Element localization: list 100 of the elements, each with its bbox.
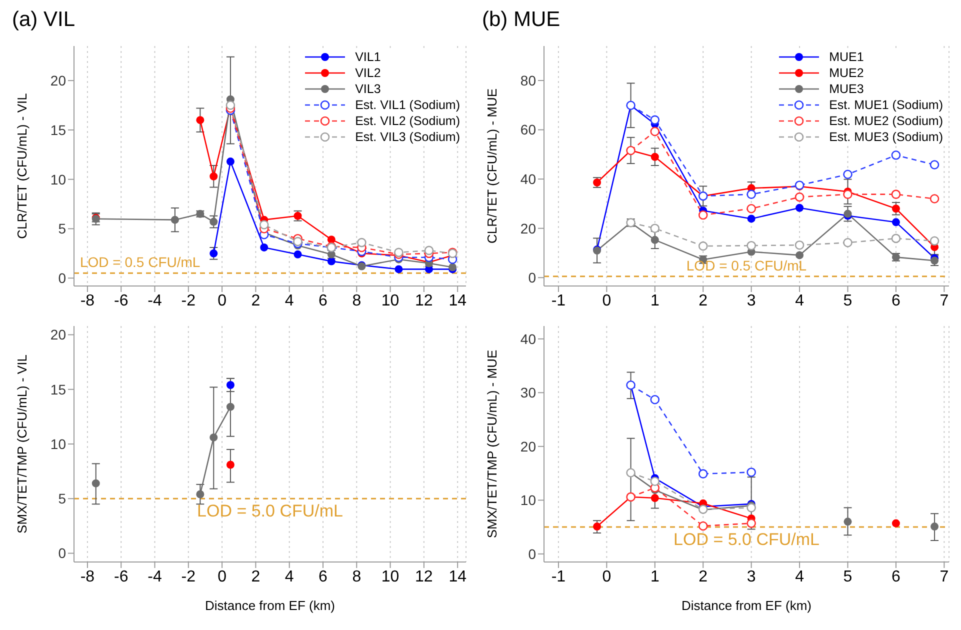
x-tick-label: 0	[218, 568, 227, 586]
y-tick-label: 20	[520, 220, 536, 236]
y-axis-title: CLR/TET (CFU/mL) - VIL	[14, 93, 30, 239]
point	[226, 100, 236, 110]
y-tick-label: 15	[50, 122, 66, 138]
y-tick-label: 10	[50, 171, 66, 188]
point	[796, 251, 804, 260]
chart-title: (b) MUE	[481, 8, 562, 33]
point	[210, 172, 218, 180]
point	[698, 241, 708, 251]
x-tick-label: 14	[448, 568, 467, 586]
y-tick-label: 0	[528, 546, 536, 562]
x-tick-label: 10	[381, 292, 400, 310]
legend-label: Est. MUE2 (Sodium)	[829, 114, 943, 128]
y-tick-label: 40	[520, 171, 536, 188]
y-tick-label: 20	[50, 72, 66, 89]
point	[746, 240, 756, 250]
y-tick-label: 5	[58, 220, 66, 237]
point	[794, 192, 804, 202]
y-tick-label: 5	[58, 490, 66, 507]
point	[843, 170, 852, 180]
legend-label: MUE3	[829, 82, 864, 96]
point	[394, 265, 403, 274]
point	[930, 160, 940, 170]
y-tick-label: 0	[58, 545, 66, 562]
y-tick-label: 80	[520, 72, 536, 88]
point	[226, 402, 234, 411]
point	[210, 433, 218, 442]
point	[794, 240, 804, 250]
legend-label: MUE2	[829, 66, 864, 80]
x-tick-label: -4	[148, 292, 162, 310]
x-tick-label: 5	[843, 292, 852, 310]
y-axis-title: SMX/TET/TMP (CFU/mL) - MUE	[484, 350, 500, 538]
x-tick-label: 10	[381, 568, 400, 586]
point	[891, 190, 901, 199]
point	[92, 479, 100, 488]
point	[294, 250, 302, 258]
ref-line-label: LOD = 5.0 CFU/mL	[674, 530, 820, 550]
x-tick-label: 1	[650, 292, 660, 310]
legend-label: VIL2	[355, 66, 381, 80]
legend-label: Est. VIL2 (Sodium)	[355, 114, 460, 128]
x-axis-title: Distance from EF (km)	[204, 598, 336, 613]
x-tick-label: 4	[795, 568, 804, 586]
point	[843, 238, 852, 248]
ref-line-label: LOD = 5.0 CFU/mL	[197, 502, 343, 521]
point	[747, 214, 756, 223]
legend-label: VIL1	[355, 50, 381, 64]
point	[196, 490, 204, 498]
y-tick-label: 0	[528, 270, 536, 286]
x-tick-label: -2	[181, 568, 196, 586]
point	[746, 190, 756, 199]
legend-label: Est. VIL1 (Sodium)	[355, 98, 460, 112]
point	[746, 204, 756, 214]
point	[796, 204, 804, 212]
x-tick-label: -1	[551, 292, 566, 310]
point	[650, 152, 659, 161]
point	[930, 236, 940, 246]
point	[844, 518, 852, 526]
point	[746, 468, 756, 477]
x-tick-label: 3	[746, 292, 756, 310]
point	[424, 246, 434, 256]
x-tick-label: 8	[352, 292, 362, 310]
x-tick-label: 7	[940, 568, 949, 586]
point	[650, 115, 660, 125]
y-tick-label: 40	[520, 330, 536, 347]
chart-title: (a) VIL	[11, 8, 76, 33]
point	[196, 116, 204, 124]
x-tick-label: 12	[415, 292, 433, 310]
point	[650, 395, 660, 404]
y-axis-title: CLR/TET (CFU/mL) - MUE	[484, 88, 500, 244]
point	[698, 521, 708, 531]
point	[226, 158, 234, 166]
x-tick-label: -2	[181, 292, 196, 310]
legend-label: MUE1	[829, 50, 864, 64]
point	[259, 220, 269, 230]
y-tick-label: 30	[520, 384, 536, 401]
point	[698, 469, 708, 478]
legend-label: VIL3	[355, 82, 381, 96]
x-tick-label: 8	[352, 568, 362, 586]
x-tick-label: 6	[892, 292, 901, 310]
point	[891, 150, 901, 160]
x-axis-title: Distance from EF (km)	[681, 598, 812, 613]
x-tick-label: 2	[698, 292, 708, 310]
point	[210, 249, 218, 258]
x-tick-label: 2	[251, 292, 260, 310]
point	[650, 236, 659, 244]
y-tick-label: 20	[50, 326, 66, 343]
point	[746, 503, 756, 512]
ref-line-label: LOD = 0.5 CFU/mL	[686, 257, 807, 274]
x-tick-label: 4	[284, 568, 294, 586]
y-tick-label: 10	[520, 492, 536, 508]
x-tick-label: -8	[80, 292, 95, 310]
point	[650, 476, 660, 486]
point	[650, 494, 659, 502]
point	[650, 224, 660, 233]
legend-label: Est. VIL3 (Sodium)	[355, 130, 460, 144]
x-tick-label: 6	[318, 292, 328, 310]
point	[260, 243, 268, 252]
legend-label: Est. MUE1 (Sodium)	[829, 98, 943, 112]
x-tick-label: 14	[448, 292, 467, 310]
